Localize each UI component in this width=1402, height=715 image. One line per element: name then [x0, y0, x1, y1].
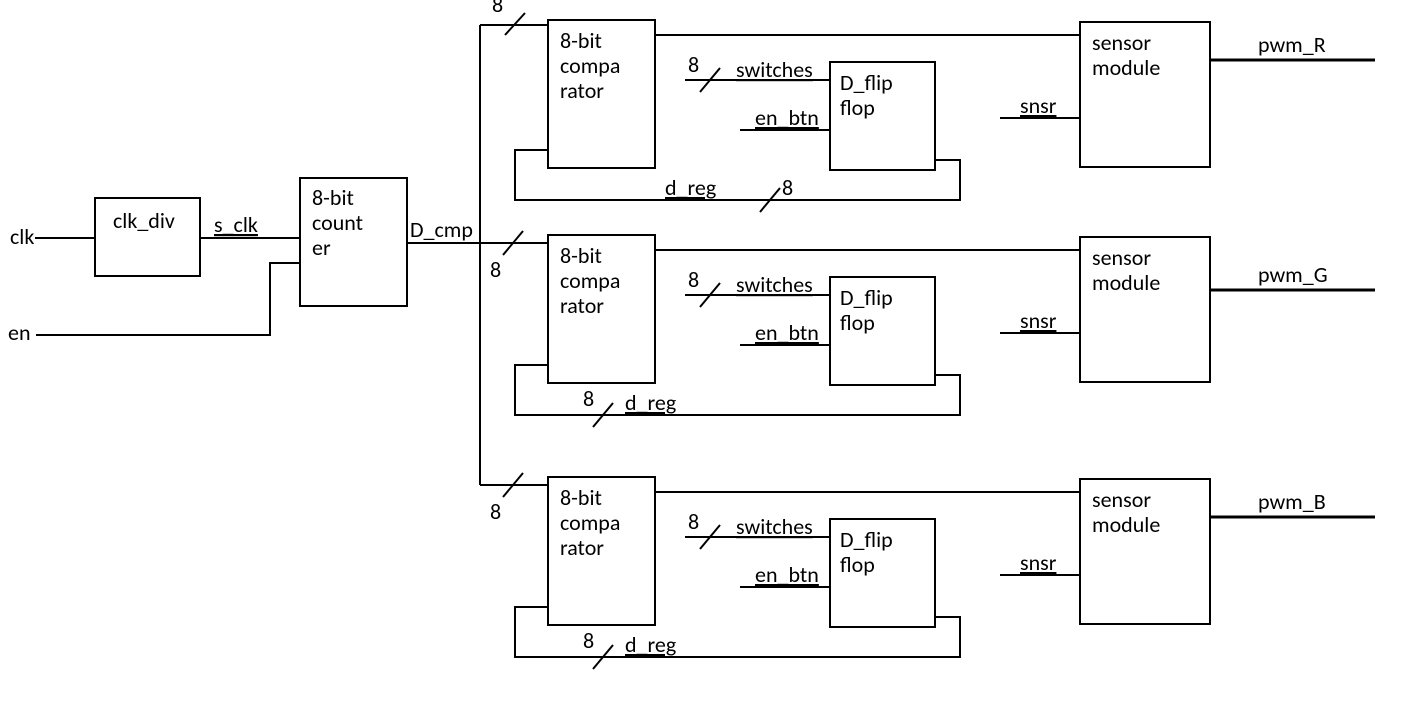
- r-dff-l2: flop: [840, 94, 875, 121]
- b-cmp-l1: 8-bit: [560, 484, 602, 511]
- r-pwm-label: pwm_R: [1258, 31, 1326, 58]
- r-cmp-l3: rator: [560, 77, 604, 104]
- b-enbtn-label: en_btn: [755, 561, 819, 588]
- g-dff-l1: D_flip: [840, 284, 893, 311]
- counter-label-2: count: [312, 209, 363, 236]
- b-dreg-width: 8: [583, 627, 594, 654]
- g-cmp-in-width: 8: [490, 256, 501, 283]
- r-cmp-in-width: 8: [492, 0, 503, 18]
- r-sensor-l2: module: [1092, 54, 1160, 81]
- b-cmp-in-width: 8: [490, 498, 501, 525]
- b-dff-l1: D_flip: [840, 526, 893, 553]
- r-sensor-l1: sensor: [1092, 29, 1151, 56]
- r-dreg-width: 8: [782, 174, 793, 201]
- g-dff-l2: flop: [840, 309, 875, 336]
- g-dreg-label: d_reg: [625, 389, 676, 416]
- g-switches-label: switches: [736, 271, 813, 298]
- b-cmp-l3: rator: [560, 534, 604, 561]
- b-pwm-label: pwm_B: [1258, 488, 1326, 515]
- channel-g: 8 8-bit compa rator D_flip flop 8 switch…: [480, 231, 1375, 427]
- r-enbtn-label: en_btn: [755, 104, 819, 131]
- channel-r: 8 8-bit compa rator D_flip flop 8 switch…: [480, 0, 1375, 212]
- s-clk-label: s_clk: [214, 211, 258, 238]
- g-cmp-l2: compa: [560, 267, 620, 294]
- g-cmp-l3: rator: [560, 292, 604, 319]
- r-dreg-label: d_reg: [665, 174, 716, 201]
- b-snsr-label: snsr: [1020, 549, 1057, 576]
- g-snsr-label: snsr: [1020, 307, 1057, 334]
- g-switches-width: 8: [688, 266, 699, 293]
- r-dff-l1: D_flip: [840, 69, 893, 96]
- b-sensor-l2: module: [1092, 511, 1160, 538]
- g-cmp-l1: 8-bit: [560, 242, 602, 269]
- r-switches-label: switches: [736, 56, 813, 83]
- d-cmp-label: D_cmp: [410, 216, 473, 243]
- counter-label-3: er: [312, 234, 331, 261]
- g-dreg-width: 8: [583, 385, 594, 412]
- b-cmp-l2: compa: [560, 509, 620, 536]
- r-cmp-l1: 8-bit: [560, 27, 602, 54]
- r-switches-width: 8: [688, 51, 699, 78]
- channel-b: 8 8-bit compa rator D_flip flop 8 switch…: [480, 473, 1375, 669]
- g-sensor-l1: sensor: [1092, 244, 1151, 271]
- b-switches-label: switches: [736, 513, 813, 540]
- en-label: en: [8, 319, 31, 346]
- g-pwm-label: pwm_G: [1258, 261, 1328, 288]
- clk-div-label: clk_div: [113, 207, 175, 234]
- r-cmp-l2: compa: [560, 52, 620, 79]
- clk-label: clk: [10, 223, 34, 250]
- b-switches-width: 8: [688, 508, 699, 535]
- b-dreg-label: d_reg: [625, 631, 676, 658]
- g-sensor-l2: module: [1092, 269, 1160, 296]
- b-dff-l2: flop: [840, 551, 875, 578]
- counter-label-1: 8-bit: [312, 184, 354, 211]
- r-snsr-label: snsr: [1020, 92, 1057, 119]
- b-sensor-l1: sensor: [1092, 486, 1151, 513]
- g-enbtn-label: en_btn: [755, 319, 819, 346]
